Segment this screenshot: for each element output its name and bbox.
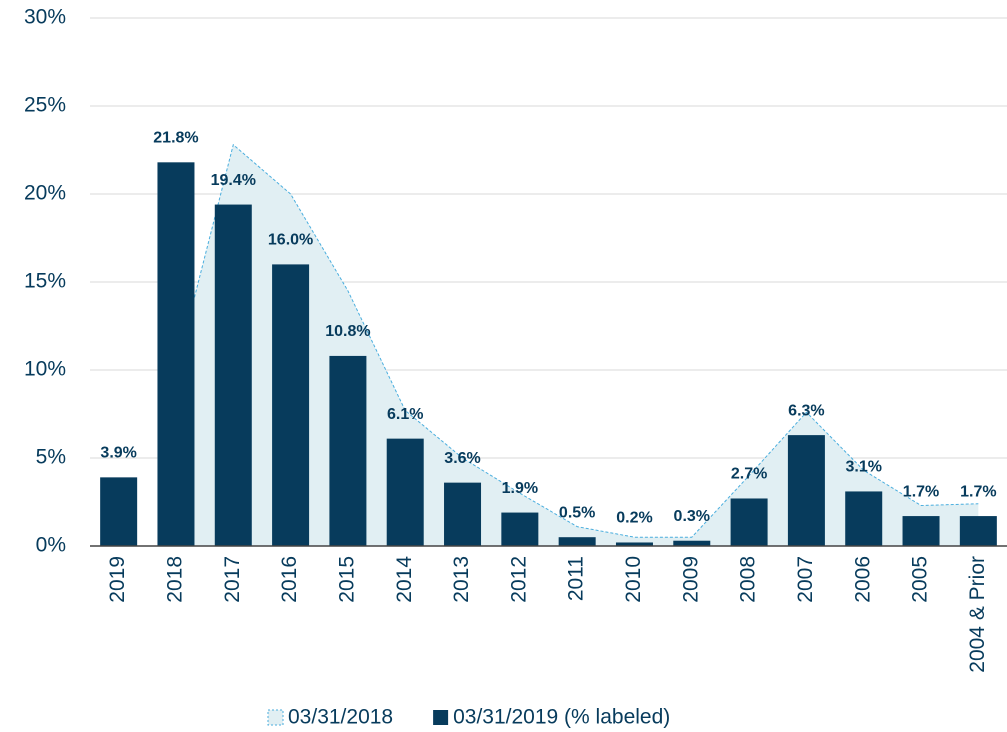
legend-swatch <box>433 710 449 725</box>
x-tick-label: 2011 <box>565 556 588 601</box>
x-tick-label: 2013 <box>450 556 473 603</box>
data-label: 1.9% <box>502 480 538 497</box>
area-line <box>175 143 979 538</box>
x-tick-label: 2004 & Prior <box>966 556 989 673</box>
data-label: 19.4% <box>211 172 256 189</box>
x-tick-label: 2016 <box>278 556 301 603</box>
bar <box>100 477 138 546</box>
data-label: 1.7% <box>960 483 996 500</box>
y-tick-label: 20% <box>24 182 66 205</box>
y-tick-label: 5% <box>36 446 66 469</box>
data-label: 6.1% <box>387 406 423 423</box>
bar <box>673 540 711 546</box>
y-tick-label: 15% <box>24 270 66 293</box>
x-tick-label: 2006 <box>851 556 874 603</box>
bar <box>730 498 768 546</box>
area <box>175 144 979 546</box>
bar <box>157 162 195 546</box>
y-tick-label: 10% <box>24 358 66 381</box>
data-label: 1.7% <box>903 483 939 500</box>
bar <box>959 516 997 546</box>
legend-label: 03/31/2019 (% labeled) <box>453 706 670 729</box>
y-tick-label: 25% <box>24 94 66 117</box>
data-label: 6.3% <box>788 402 824 419</box>
x-tick-label: 2007 <box>794 556 817 603</box>
bar <box>214 204 252 546</box>
bar <box>615 542 653 546</box>
data-label: 10.8% <box>325 323 370 340</box>
data-label: 3.1% <box>845 459 881 476</box>
x-tick-label: 2010 <box>622 556 645 603</box>
x-tick-label: 2012 <box>507 556 530 603</box>
bar <box>272 264 310 546</box>
legend-item: 03/31/2019 (% labeled) <box>433 706 670 729</box>
x-tick-label: 2019 <box>106 556 129 603</box>
x-tick-label: 2017 <box>221 556 244 603</box>
bar <box>444 482 482 546</box>
x-tick-label: 2008 <box>737 556 760 603</box>
x-tick-label: 2005 <box>909 556 932 603</box>
legend-item: 03/31/2018 <box>267 706 393 729</box>
data-label: 21.8% <box>153 130 198 147</box>
data-label: 3.9% <box>100 445 136 462</box>
x-tick-label: 2014 <box>393 556 416 603</box>
bar <box>386 438 424 546</box>
bar <box>787 435 825 546</box>
data-label: 0.3% <box>674 508 710 525</box>
data-label: 0.5% <box>559 504 595 521</box>
data-label: 3.6% <box>444 450 480 467</box>
x-tick-label: 2009 <box>679 556 702 603</box>
data-label: 16.0% <box>268 232 313 249</box>
y-tick-label: 30% <box>24 6 66 29</box>
y-tick-label: 0% <box>36 534 66 557</box>
bar <box>558 537 596 546</box>
bar <box>845 491 883 546</box>
x-tick-label: 2018 <box>164 556 187 603</box>
legend-label: 03/31/2018 <box>288 706 393 729</box>
bar <box>501 512 539 546</box>
data-label: 2.7% <box>731 466 767 483</box>
data-label: 0.2% <box>616 510 652 527</box>
bar <box>329 355 367 546</box>
legend-swatch <box>267 709 284 726</box>
bar <box>902 516 940 546</box>
x-tick-label: 2015 <box>335 556 358 603</box>
